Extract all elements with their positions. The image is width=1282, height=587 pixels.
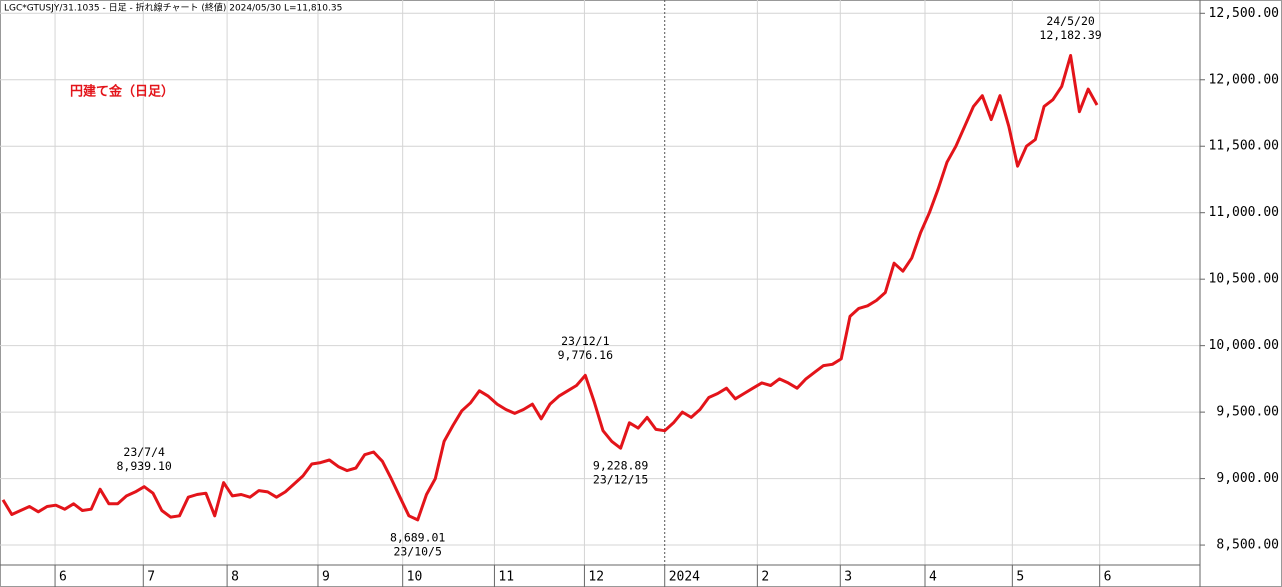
y-tick-label: 10,500.00 — [1209, 272, 1279, 287]
x-tick-label: 10 — [407, 570, 423, 585]
x-tick-label: 5 — [1016, 570, 1024, 585]
y-tick-label: 9,500.00 — [1216, 405, 1279, 420]
annotation-value: 8,939.10 — [116, 459, 171, 473]
y-tick-label: 11,000.00 — [1209, 205, 1279, 220]
x-tick-label: 3 — [844, 570, 852, 585]
x-tick-label: 2 — [761, 570, 769, 585]
y-tick-label: 9,000.00 — [1216, 471, 1279, 486]
annotation-date: 23/10/5 — [393, 544, 441, 558]
annotation-date: 24/5/20 — [1046, 14, 1095, 28]
annotation-date: 23/7/4 — [123, 445, 165, 459]
grid — [0, 0, 1205, 587]
x-tick-label: 4 — [929, 570, 937, 585]
y-tick-label: 11,500.00 — [1209, 139, 1279, 154]
x-tick-label: 12 — [588, 570, 604, 585]
x-tick-label: 6 — [59, 570, 67, 585]
x-tick-label: 6 — [1104, 570, 1112, 585]
annotation-value: 12,182.39 — [1039, 28, 1101, 42]
annotation-value: 8,689.01 — [390, 530, 445, 544]
x-tick-label: 7 — [147, 570, 155, 585]
y-tick-label: 12,000.00 — [1209, 72, 1279, 87]
x-tick-label: 11 — [498, 570, 514, 585]
x-tick-label: 2024 — [669, 570, 700, 585]
annotation-date: 23/12/15 — [593, 473, 648, 487]
x-tick-label: 9 — [322, 570, 330, 585]
x-tick-label: 8 — [231, 570, 239, 585]
price-line — [1, 54, 1099, 522]
y-tick-label: 10,000.00 — [1209, 338, 1279, 353]
header: LGC*GTUSJY/31.1035 - 日足 - 折れ線チャート (終値) 2… — [4, 2, 342, 14]
y-tick-label: 8,500.00 — [1216, 538, 1279, 553]
annotation-value: 9,776.16 — [558, 348, 613, 362]
annotation-value: 9,228.89 — [593, 459, 648, 473]
y-tick-label: 12,500.00 — [1209, 6, 1279, 21]
annotation-date: 23/12/1 — [561, 334, 610, 348]
chart-title: 円建て金（日足） — [70, 84, 174, 100]
